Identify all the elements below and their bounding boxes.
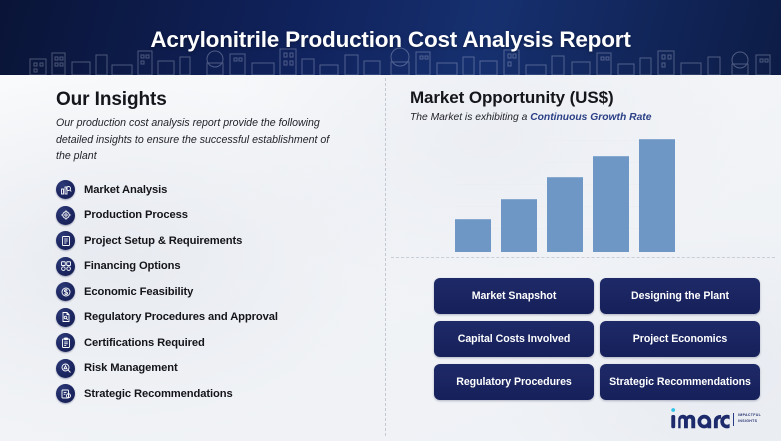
list-item[interactable]: Regulatory Procedures and Approval xyxy=(56,305,376,331)
list-item[interactable]: Financing Options xyxy=(56,254,376,280)
list-item[interactable]: Economic Feasibility xyxy=(56,279,376,305)
section-button-capital-costs-involved[interactable]: Capital Costs Involved xyxy=(434,321,594,357)
regulatory-procedures-icon xyxy=(56,307,75,327)
market-opportunity-bar-chart xyxy=(455,139,675,252)
risk-management-icon xyxy=(56,358,75,378)
strategic-recommendations-icon xyxy=(56,384,75,404)
economic-feasibility-icon xyxy=(56,282,75,302)
list-item[interactable]: Project Setup & Requirements xyxy=(56,228,376,254)
section-button-market-snapshot[interactable]: Market Snapshot xyxy=(434,278,594,314)
imarc-tagline: IMPACTFUL INSIGHTS xyxy=(733,412,762,426)
section-button-designing-the-plant[interactable]: Designing the Plant xyxy=(600,278,760,314)
production-process-icon xyxy=(56,205,75,225)
tagline-line-1: IMPACTFUL xyxy=(738,413,762,418)
project-setup-icon xyxy=(56,231,75,251)
list-item-label: Regulatory Procedures and Approval xyxy=(84,311,278,324)
tagline-line-2: INSIGHTS xyxy=(738,419,758,423)
chart-bar xyxy=(455,218,491,252)
list-item-label: Certifications Required xyxy=(84,336,205,349)
chart-bar xyxy=(639,139,675,252)
list-item[interactable]: Strategic Recommendations xyxy=(56,381,376,407)
list-item[interactable]: Market Analysis xyxy=(56,177,376,203)
list-item[interactable]: Certifications Required xyxy=(56,330,376,356)
chart-bar xyxy=(547,177,583,252)
section-button-project-economics[interactable]: Project Economics xyxy=(600,321,760,357)
list-item[interactable]: Production Process xyxy=(56,203,376,229)
panel-divider xyxy=(385,78,386,436)
section-button-regulatory-procedures[interactable]: Regulatory Procedures xyxy=(434,364,594,400)
list-item-label: Economic Feasibility xyxy=(84,285,194,298)
section-divider xyxy=(391,257,775,258)
chart-bar xyxy=(501,199,537,252)
insights-heading: Our Insights xyxy=(56,89,167,110)
imarc-logo: IMPACTFUL INSIGHTS xyxy=(668,404,768,434)
city-skyline-silhouette xyxy=(29,47,771,75)
subtitle-accent-text: Continuous Growth Rate xyxy=(530,112,652,123)
list-item-label: Production Process xyxy=(84,209,188,222)
list-item[interactable]: Risk Management xyxy=(56,356,376,382)
list-item-label: Risk Management xyxy=(84,362,178,375)
page-header: Acrylonitrile Production Cost Analysis R… xyxy=(0,0,781,75)
chart-gridline xyxy=(455,162,675,163)
list-item-label: Financing Options xyxy=(84,260,181,273)
insights-list: Market Analysis Production Process xyxy=(56,177,376,407)
certifications-icon xyxy=(56,333,75,353)
market-opportunity-panel: Market Opportunity (US$) The Market is e… xyxy=(385,75,781,441)
chart-gridline xyxy=(455,140,675,141)
market-opportunity-heading: Market Opportunity (US$) xyxy=(410,88,614,107)
market-analysis-icon xyxy=(56,180,75,200)
report-sections-grid: Market Snapshot Designing the Plant Capi… xyxy=(434,278,760,400)
insights-panel: Our Insights Our production cost analysi… xyxy=(0,75,385,441)
imarc-wordmark-icon xyxy=(671,408,730,429)
insights-description: Our production cost analysis report prov… xyxy=(56,117,330,162)
subtitle-plain-text: The Market is exhibiting a xyxy=(410,112,531,123)
chart-bar xyxy=(593,155,629,252)
financing-options-icon xyxy=(56,256,75,276)
list-item-label: Strategic Recommendations xyxy=(84,387,233,400)
page-title: Acrylonitrile Production Cost Analysis R… xyxy=(150,26,631,52)
section-button-strategic-recommendations[interactable]: Strategic Recommendations xyxy=(600,364,760,400)
chart-bars xyxy=(455,139,675,252)
list-item-label: Market Analysis xyxy=(84,183,168,196)
list-item-label: Project Setup & Requirements xyxy=(84,234,243,247)
market-growth-subtitle: The Market is exhibiting a Continuous Gr… xyxy=(410,112,651,123)
